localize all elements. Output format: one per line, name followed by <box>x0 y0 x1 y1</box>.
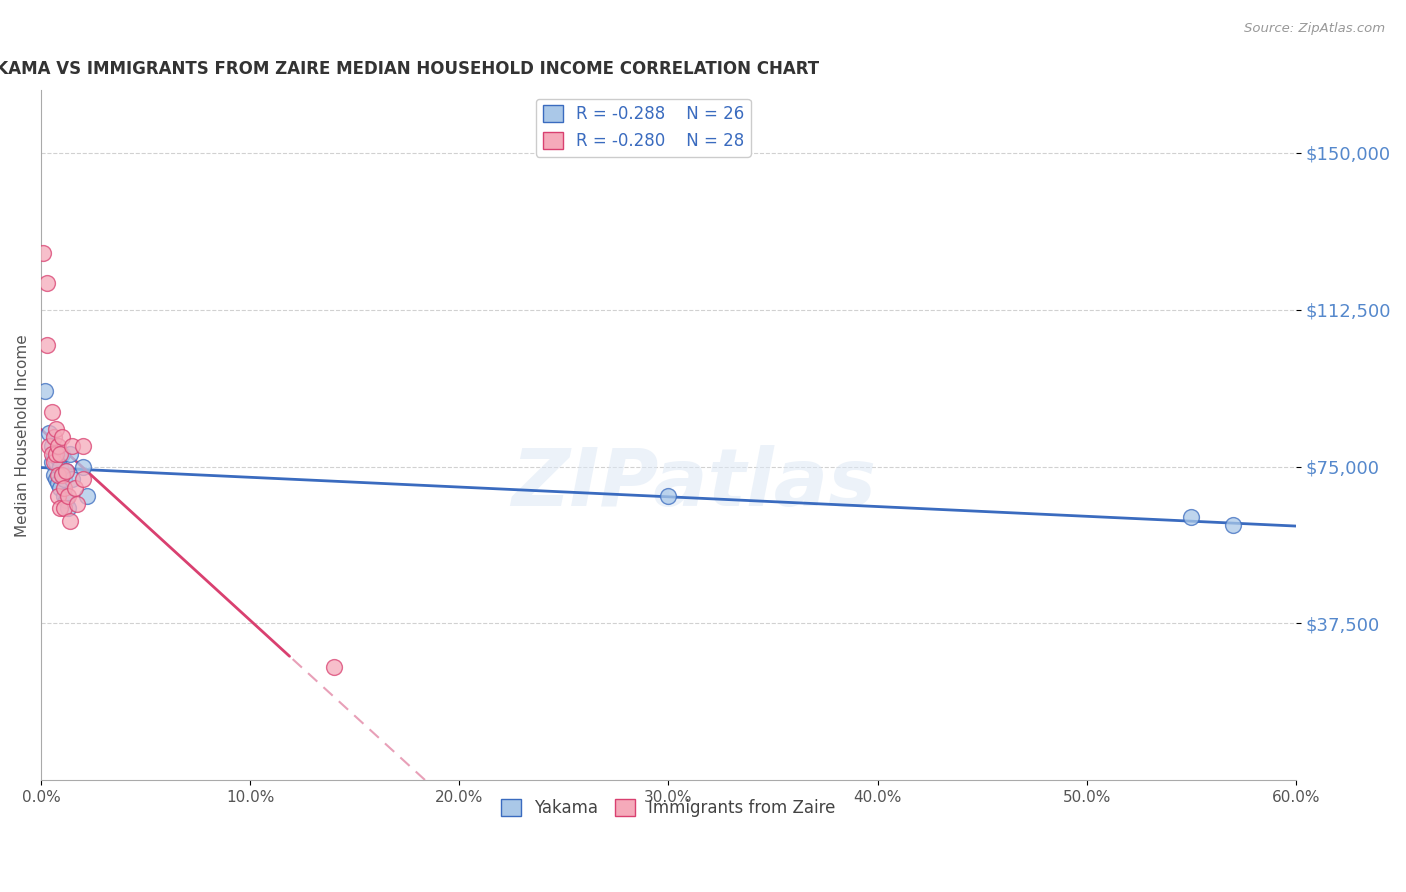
Point <box>42 468 65 483</box>
Point <box>53 489 76 503</box>
Point <box>46 439 69 453</box>
Text: Source: ZipAtlas.com: Source: ZipAtlas.com <box>1244 22 1385 36</box>
Point <box>37 338 59 352</box>
Point <box>53 501 76 516</box>
Point <box>45 447 67 461</box>
Point <box>38 439 60 453</box>
Point <box>49 459 72 474</box>
Point <box>51 447 73 461</box>
Point <box>41 439 63 453</box>
Point <box>59 447 82 461</box>
Point <box>45 472 67 486</box>
Y-axis label: Median Household Income: Median Household Income <box>15 334 30 537</box>
Point <box>46 489 69 503</box>
Point <box>76 489 98 503</box>
Point <box>55 464 77 478</box>
Point <box>53 481 76 495</box>
Point <box>41 405 63 419</box>
Text: ZIPatlas: ZIPatlas <box>510 444 876 523</box>
Point <box>1180 509 1202 524</box>
Point <box>46 476 69 491</box>
Legend: Yakama, Immigrants from Zaire: Yakama, Immigrants from Zaire <box>495 792 842 823</box>
Point <box>51 468 73 483</box>
Point <box>58 489 80 503</box>
Point <box>59 514 82 528</box>
Point <box>34 384 56 399</box>
Point <box>72 459 94 474</box>
Point <box>63 481 86 495</box>
Point <box>32 246 55 260</box>
Point <box>657 489 679 503</box>
Point <box>72 439 94 453</box>
Point <box>66 497 89 511</box>
Point <box>51 430 73 444</box>
Point <box>49 501 72 516</box>
Point <box>42 455 65 469</box>
Point <box>72 472 94 486</box>
Point <box>55 464 77 478</box>
Point <box>62 472 84 486</box>
Point <box>37 276 59 290</box>
Text: YAKAMA VS IMMIGRANTS FROM ZAIRE MEDIAN HOUSEHOLD INCOME CORRELATION CHART: YAKAMA VS IMMIGRANTS FROM ZAIRE MEDIAN H… <box>0 60 820 78</box>
Point <box>45 455 67 469</box>
Point <box>62 439 84 453</box>
Point <box>1222 518 1244 533</box>
Point <box>53 472 76 486</box>
Point <box>322 660 344 674</box>
Point <box>45 422 67 436</box>
Point <box>42 430 65 444</box>
Point <box>49 447 72 461</box>
Point <box>49 481 72 495</box>
Point <box>55 493 77 508</box>
Point <box>41 447 63 461</box>
Point <box>51 468 73 483</box>
Point <box>42 447 65 461</box>
Point <box>38 426 60 441</box>
Point <box>41 455 63 469</box>
Point <box>46 468 69 483</box>
Point <box>58 501 80 516</box>
Point <box>46 451 69 466</box>
